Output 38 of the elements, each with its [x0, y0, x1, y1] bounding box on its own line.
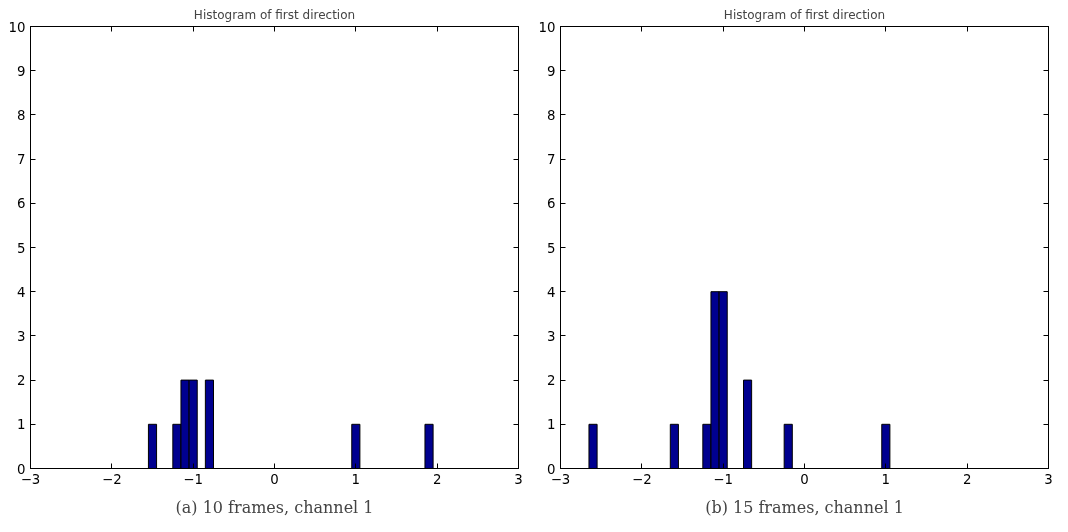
y-tick-label: 7 — [547, 152, 556, 168]
text: (a) 10 frames, channel 1 — [175, 497, 374, 517]
chart-title: Histogram of first direction — [193, 7, 356, 22]
x-tick-label: 0 — [800, 471, 809, 487]
y-tick-label: 6 — [17, 196, 26, 212]
y-tick-label: 6 — [547, 196, 556, 212]
y-tick-label: 2 — [17, 373, 26, 389]
x-tick-label: −1 — [713, 471, 733, 487]
y-tick-label: 5 — [547, 240, 556, 256]
y-tick-label: 1 — [547, 417, 556, 433]
x-tick-label: 0 — [270, 471, 279, 487]
x-tick-label: 2 — [432, 471, 442, 487]
text: (b) 15 frames, channel 1 — [705, 497, 904, 517]
y-tick-label: 0 — [547, 461, 556, 477]
x-tick-label: 3 — [1044, 471, 1053, 487]
x-tick-label: 3 — [514, 471, 523, 487]
chart-title: Histogram of first direction — [723, 7, 886, 22]
y-tick-label: 8 — [547, 107, 556, 123]
y-tick-label: 4 — [17, 284, 26, 300]
y-tick-label: 9 — [547, 63, 556, 79]
y-tick-label: 5 — [17, 240, 26, 256]
y-tick-label: 4 — [547, 284, 556, 300]
x-tick-label: 1 — [351, 471, 361, 487]
y-tick-label: 1 — [17, 417, 26, 433]
y-tick-label: 9 — [17, 63, 26, 79]
y-tick-label: 3 — [17, 328, 26, 344]
x-tick-label: −1 — [183, 471, 203, 487]
y-tick-label: 3 — [547, 328, 556, 344]
x-tick-label: 2 — [962, 471, 972, 487]
x-tick-label: −2 — [632, 471, 652, 487]
y-tick-label: 0 — [17, 461, 26, 477]
x-tick-label: −2 — [102, 471, 122, 487]
y-tick-label: 7 — [17, 152, 26, 168]
y-tick-label: 8 — [17, 107, 26, 123]
y-tick-label: 2 — [547, 373, 556, 389]
y-tick-label: 10 — [538, 19, 556, 35]
y-tick-label: 10 — [8, 19, 26, 35]
x-tick-label: 1 — [881, 471, 891, 487]
